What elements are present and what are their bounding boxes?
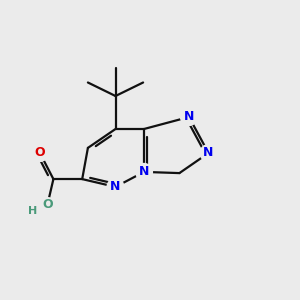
Text: N: N [110, 180, 121, 194]
Ellipse shape [32, 145, 48, 161]
Text: H: H [28, 206, 38, 217]
Text: N: N [139, 165, 149, 178]
Ellipse shape [107, 178, 124, 195]
Text: N: N [184, 110, 194, 124]
Text: O: O [42, 198, 53, 212]
Ellipse shape [200, 145, 217, 161]
Ellipse shape [136, 164, 152, 180]
Text: O: O [34, 146, 45, 160]
Ellipse shape [38, 198, 56, 212]
Ellipse shape [181, 109, 197, 125]
Text: N: N [203, 146, 214, 160]
